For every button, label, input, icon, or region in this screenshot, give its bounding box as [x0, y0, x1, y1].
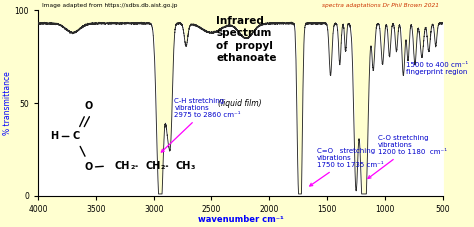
Text: (liquid film): (liquid film)	[218, 99, 262, 109]
Text: O: O	[84, 162, 93, 172]
Text: O: O	[84, 101, 93, 111]
Y-axis label: % transmittance: % transmittance	[3, 71, 12, 135]
X-axis label: wavenumber cm⁻¹: wavenumber cm⁻¹	[198, 215, 283, 224]
Text: 3: 3	[191, 165, 195, 170]
Text: C-O stretching
vibrations
1200 to 1180  cm⁻¹: C-O stretching vibrations 1200 to 1180 c…	[368, 135, 447, 178]
Text: 2: 2	[130, 165, 135, 170]
Text: C: C	[73, 131, 80, 141]
Text: CH: CH	[146, 161, 161, 171]
Text: CH: CH	[176, 161, 191, 171]
Text: C=O   stretching
vibrations
1750 to 1735 cm⁻¹: C=O stretching vibrations 1750 to 1735 c…	[310, 148, 383, 186]
Text: spectra adaptations Dr Phil Brown 2021: spectra adaptations Dr Phil Brown 2021	[322, 3, 438, 8]
Text: C-H stretching
vibrations
2975 to 2860 cm⁻¹: C-H stretching vibrations 2975 to 2860 c…	[161, 98, 241, 152]
Text: 1500 to 400 cm⁻¹
fingerprint region: 1500 to 400 cm⁻¹ fingerprint region	[406, 62, 468, 75]
Text: Image adapted from https://sdbs.db.aist.go.jp: Image adapted from https://sdbs.db.aist.…	[42, 3, 178, 8]
Text: 2: 2	[161, 165, 165, 170]
Text: CH: CH	[115, 161, 130, 171]
Text: Infrared
spectrum
of  propyl
ethanoate: Infrared spectrum of propyl ethanoate	[216, 16, 277, 63]
Text: H: H	[50, 131, 58, 141]
